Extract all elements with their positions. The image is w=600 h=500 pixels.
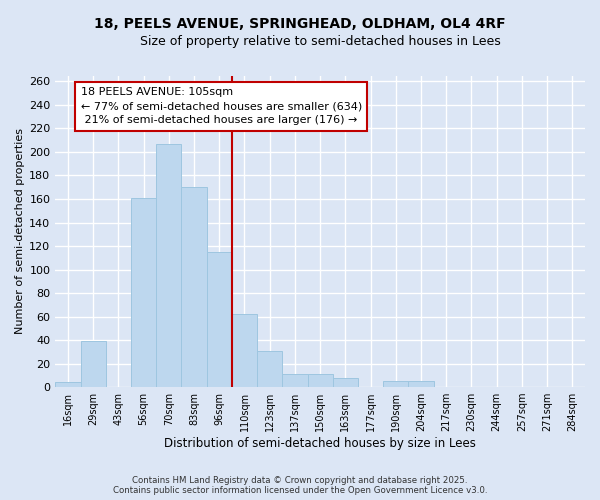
Bar — [80, 341, 106, 387]
Y-axis label: Number of semi-detached properties: Number of semi-detached properties — [15, 128, 25, 334]
Bar — [156, 144, 181, 387]
Bar — [232, 314, 257, 387]
Bar — [383, 381, 409, 387]
Text: 18, PEELS AVENUE, SPRINGHEAD, OLDHAM, OL4 4RF: 18, PEELS AVENUE, SPRINGHEAD, OLDHAM, OL… — [94, 18, 506, 32]
Bar — [257, 350, 283, 387]
Bar — [283, 374, 308, 387]
Bar — [333, 378, 358, 387]
Text: Contains HM Land Registry data © Crown copyright and database right 2025.
Contai: Contains HM Land Registry data © Crown c… — [113, 476, 487, 495]
Bar — [206, 252, 232, 387]
Title: Size of property relative to semi-detached houses in Lees: Size of property relative to semi-detach… — [140, 35, 500, 48]
Text: 18 PEELS AVENUE: 105sqm
← 77% of semi-detached houses are smaller (634)
 21% of : 18 PEELS AVENUE: 105sqm ← 77% of semi-de… — [80, 88, 362, 126]
Bar — [409, 381, 434, 387]
Bar — [55, 382, 80, 387]
Bar — [131, 198, 156, 387]
X-axis label: Distribution of semi-detached houses by size in Lees: Distribution of semi-detached houses by … — [164, 437, 476, 450]
Bar — [308, 374, 333, 387]
Bar — [181, 187, 206, 387]
